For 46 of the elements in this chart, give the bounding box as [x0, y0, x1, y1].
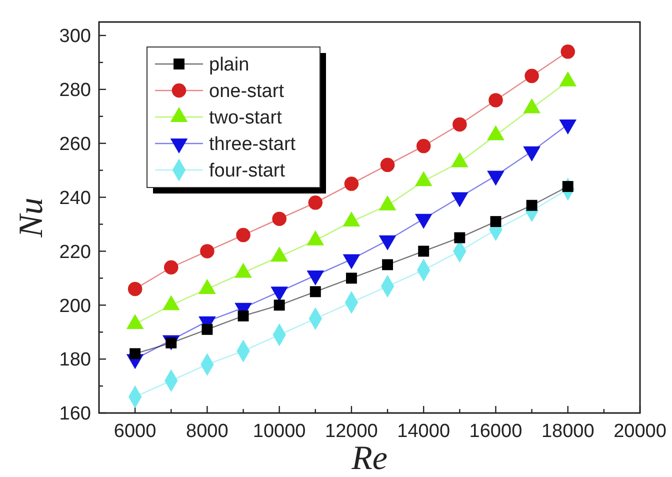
point — [164, 260, 178, 275]
point — [272, 212, 286, 226]
y-tick-label: 160 — [59, 404, 91, 425]
point — [200, 244, 214, 258]
point — [380, 158, 395, 172]
x-tick-label: 6000 — [114, 421, 156, 442]
y-tick-label: 240 — [59, 188, 91, 209]
legend-label: plain — [209, 54, 250, 76]
point — [130, 348, 141, 360]
x-tick-label: 14000 — [397, 421, 450, 442]
legend-label: three-start — [209, 134, 296, 156]
point — [490, 216, 502, 228]
point — [310, 286, 321, 298]
x-tick-label: 20000 — [614, 421, 666, 442]
y-tick-label: 220 — [59, 242, 91, 263]
x-tick-label: 8000 — [186, 421, 228, 442]
point — [418, 246, 430, 257]
point — [238, 310, 249, 322]
y-tick-label: 200 — [59, 296, 91, 317]
point — [524, 68, 539, 84]
point — [416, 138, 431, 154]
point — [454, 232, 466, 244]
legend-label: one-start — [209, 81, 285, 102]
x-axis-title: Re — [350, 440, 388, 477]
x-tick-label: 16000 — [469, 421, 522, 442]
point — [452, 117, 467, 132]
x-tick-label: 10000 — [252, 421, 306, 442]
y-tick-label: 280 — [59, 80, 91, 102]
legend-label: two-start — [209, 108, 283, 129]
point — [202, 324, 213, 335]
point — [308, 196, 323, 210]
point — [344, 176, 359, 191]
point — [488, 93, 503, 108]
y-tick-label: 260 — [59, 134, 91, 155]
point — [346, 272, 357, 284]
point — [382, 259, 394, 270]
y-tick-label: 300 — [59, 26, 91, 48]
point — [128, 282, 142, 296]
y-tick-label: 180 — [59, 350, 91, 371]
y-axis-title: Nu — [13, 198, 50, 238]
point — [236, 228, 250, 242]
point — [560, 44, 576, 59]
legend-label: four-start — [209, 160, 286, 182]
x-tick-label: 18000 — [541, 421, 594, 442]
point — [274, 300, 285, 311]
x-tick-label: 12000 — [325, 421, 378, 442]
